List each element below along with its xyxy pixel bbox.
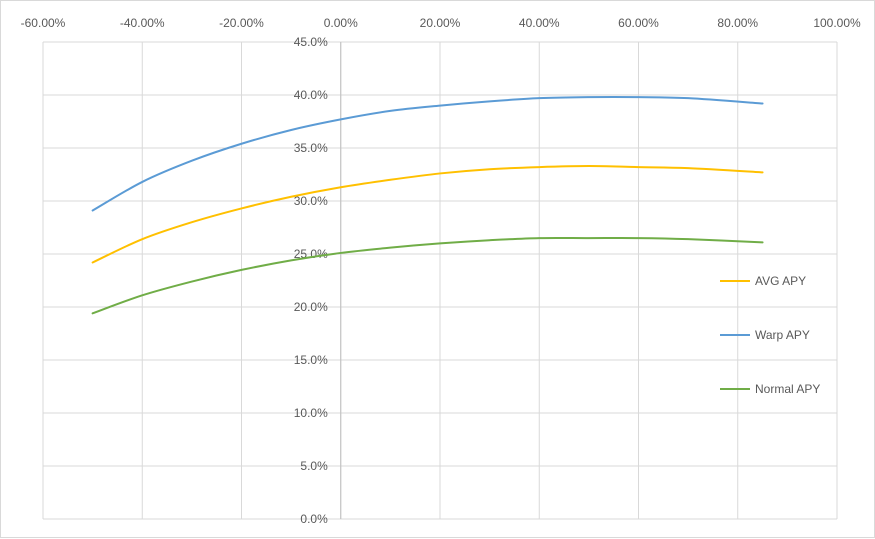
normal-apy-line	[91, 236, 764, 315]
legend: AVG APY Warp APY Normal APY	[720, 274, 820, 396]
x-tick-label: 0.00%	[324, 16, 358, 30]
y-tick-label: 35.0%	[294, 141, 328, 155]
normal-apy-legend-label: Normal APY	[755, 382, 820, 396]
x-tick-label: 40.00%	[519, 16, 560, 30]
y-tick-label: 15.0%	[294, 353, 328, 367]
avg-apy-legend-label: AVG APY	[755, 274, 806, 288]
x-tick-label: 100.00%	[813, 16, 861, 30]
y-tick-label: 5.0%	[300, 459, 328, 473]
x-tick-label: -60.00%	[21, 16, 66, 30]
x-tick-label: -20.00%	[219, 16, 264, 30]
warp-apy-line	[91, 95, 764, 212]
warp-apy-legend-label: Warp APY	[755, 328, 810, 342]
avg-apy-line	[91, 165, 764, 264]
x-tick-labels: -60.00% -40.00% -20.00% 0.00% 20.00% 40.00% 60…	[21, 16, 861, 30]
y-tick-label: 10.0%	[294, 406, 328, 420]
y-tick-label: 45.0%	[294, 35, 328, 49]
series-lines	[91, 95, 764, 315]
y-tick-label: 40.0%	[294, 88, 328, 102]
y-tick-label: 20.0%	[294, 300, 328, 314]
y-tick-label: 30.0%	[294, 194, 328, 208]
y-tick-label: 0.0%	[300, 512, 328, 526]
grid-lines	[42, 41, 838, 520]
x-tick-label: -40.00%	[120, 16, 165, 30]
x-tick-label: 20.00%	[420, 16, 461, 30]
x-tick-label: 60.00%	[618, 16, 659, 30]
y-tick-labels: 0.0%5.0%10.0%15.0%20.0%25.0%30.0%35.0%40…	[294, 35, 328, 526]
x-tick-label: 80.00%	[717, 16, 758, 30]
